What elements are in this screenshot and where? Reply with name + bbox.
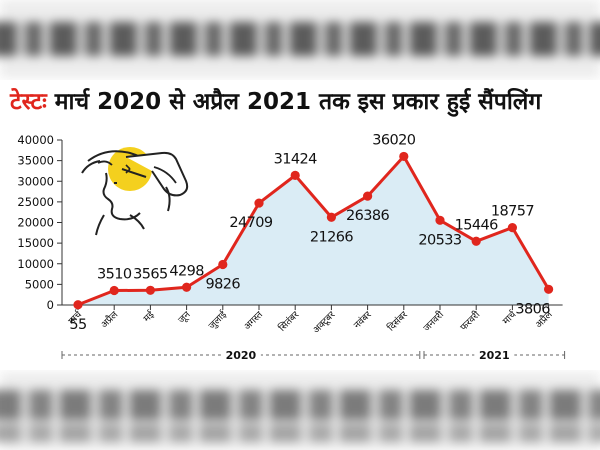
y-tick-label: 25000 bbox=[17, 195, 54, 209]
data-label: 3510 bbox=[97, 267, 132, 283]
year-label: 2020 bbox=[226, 349, 257, 362]
y-tick-label: 35000 bbox=[17, 154, 54, 168]
y-tick-label: 10000 bbox=[17, 257, 54, 271]
data-label: 20533 bbox=[418, 232, 462, 248]
x-tick-label: दिसंबर bbox=[385, 308, 411, 334]
data-point bbox=[507, 223, 517, 233]
data-point bbox=[254, 198, 264, 208]
y-tick-label: 0 bbox=[47, 298, 54, 312]
blurred-header-background bbox=[0, 0, 600, 78]
data-point bbox=[218, 259, 228, 270]
data-point bbox=[399, 151, 409, 162]
x-tick-label: सितंबर bbox=[276, 308, 302, 334]
person-nasal-swab-illustration bbox=[81, 147, 189, 236]
y-tick-labels: 0 5000 10000 15000 20000 25000 30000 35000 40000 bbox=[17, 133, 62, 312]
x-tick-label: नवंबर bbox=[352, 309, 375, 332]
data-point bbox=[544, 284, 554, 294]
data-point bbox=[182, 282, 192, 292]
data-point bbox=[363, 191, 373, 201]
data-label: 9826 bbox=[206, 276, 241, 292]
data-point bbox=[435, 215, 445, 225]
data-label: 36020 bbox=[372, 132, 416, 148]
chart-title: टेस्टः मार्च 2020 से अप्रैल 2021 तक इस प… bbox=[10, 84, 541, 116]
y-tick-label: 20000 bbox=[17, 216, 54, 230]
data-label: 24709 bbox=[229, 215, 273, 231]
data-point bbox=[290, 170, 300, 180]
year-groups: 2020 2021 bbox=[61, 347, 566, 363]
data-label: 3565 bbox=[133, 266, 168, 282]
x-tick-label: अगस्त bbox=[242, 309, 266, 333]
data-point bbox=[145, 285, 155, 295]
chart-title-highlight: टेस्टः bbox=[10, 89, 47, 115]
y-tick-label: 40000 bbox=[17, 133, 54, 147]
x-tick-label: फरवरी bbox=[458, 308, 483, 333]
series-polyline bbox=[77, 154, 550, 307]
blurred-footer-background bbox=[0, 372, 600, 450]
data-label: 18757 bbox=[491, 204, 534, 220]
data-point bbox=[109, 285, 119, 296]
x-tick-label: जुलाई bbox=[206, 308, 230, 332]
x-tick-label: मई bbox=[141, 308, 158, 325]
x-tick-label: जनवरी bbox=[421, 308, 447, 334]
data-label: 21266 bbox=[310, 229, 354, 245]
x-tick-label: अक्टूबर bbox=[311, 309, 338, 336]
data-point bbox=[73, 300, 83, 310]
data-label: 15446 bbox=[455, 217, 499, 233]
data-label: 55 bbox=[69, 317, 86, 333]
year-label: 2021 bbox=[479, 349, 510, 362]
x-tick-label: अप्रैल bbox=[98, 308, 120, 330]
data-label: 31424 bbox=[274, 151, 318, 167]
y-tick-label: 30000 bbox=[17, 174, 54, 188]
series-line bbox=[77, 154, 550, 307]
data-points bbox=[73, 151, 554, 310]
area-fill-shape bbox=[78, 156, 549, 305]
data-label: 26386 bbox=[346, 208, 390, 224]
y-tick-label: 5000 bbox=[25, 277, 54, 291]
y-tick-label: 15000 bbox=[17, 236, 54, 250]
data-label: 4298 bbox=[169, 263, 204, 279]
chart-title-text: मार्च 2020 से अप्रैल 2021 तक इस प्रकार ह… bbox=[54, 89, 542, 115]
x-tick-label: जून bbox=[176, 309, 193, 326]
data-point bbox=[471, 236, 481, 246]
year-label-bg bbox=[474, 347, 515, 363]
data-point bbox=[326, 212, 336, 222]
year-label-bg bbox=[220, 347, 261, 363]
x-tick-labels: मार्च अप्रैल मई जून जुलाई अगस्त सितंबर अक्टूबर न… bbox=[66, 305, 555, 336]
data-label: 3806 bbox=[515, 301, 550, 317]
area-fill bbox=[78, 156, 549, 305]
